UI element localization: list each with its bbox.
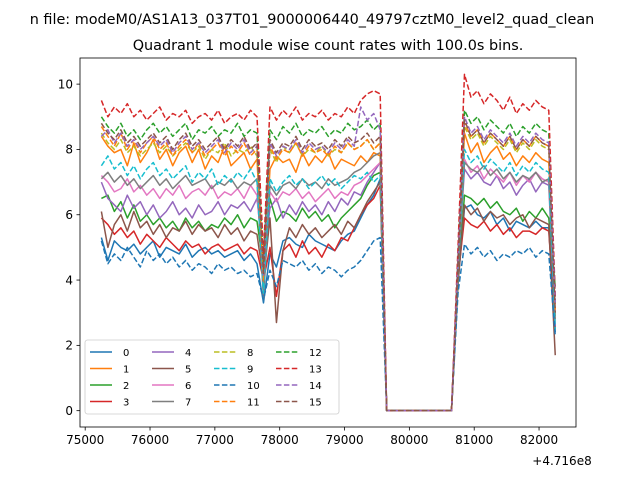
x-tick-label: 79000 bbox=[325, 433, 363, 447]
legend-label-10: 10 bbox=[247, 381, 260, 392]
legend-label-14: 14 bbox=[309, 381, 322, 392]
series-line-12 bbox=[100, 109, 556, 412]
legend-label-5: 5 bbox=[185, 365, 191, 376]
series-line-0 bbox=[100, 178, 556, 412]
series-line-13 bbox=[100, 73, 556, 412]
x-axis-offset-label: +4.716e8 bbox=[532, 454, 591, 468]
x-tick-label: 75000 bbox=[66, 433, 104, 447]
legend-box bbox=[84, 339, 340, 415]
y-tick-label: 8 bbox=[65, 143, 73, 157]
series-line-7 bbox=[100, 151, 556, 412]
x-axis: 75000 76000 77000 78000 79000 80000 81000 82000 bbox=[66, 427, 558, 447]
legend-label-13: 13 bbox=[309, 365, 322, 376]
figure-suptitle: n file: modeM0/AS1A13_037T01_9000006440_… bbox=[30, 12, 595, 28]
plot-area bbox=[79, 57, 577, 428]
series-line-4 bbox=[100, 161, 556, 412]
y-tick-label: 2 bbox=[65, 339, 73, 353]
x-tick-label: 78000 bbox=[261, 433, 299, 447]
y-tick-label: 6 bbox=[65, 208, 73, 222]
legend-label-6: 6 bbox=[185, 381, 191, 392]
legend-label-3: 3 bbox=[123, 398, 129, 409]
legend-label-8: 8 bbox=[247, 348, 253, 359]
legend-label-15: 15 bbox=[309, 398, 322, 409]
legend-label-4: 4 bbox=[185, 348, 191, 359]
x-tick-label: 81000 bbox=[455, 433, 493, 447]
series-line-2 bbox=[101, 171, 556, 412]
series-line-10 bbox=[100, 236, 556, 412]
y-tick-label: 4 bbox=[65, 273, 73, 287]
x-tick-label: 77000 bbox=[196, 433, 234, 447]
x-tick-label: 76000 bbox=[131, 433, 169, 447]
series-line-5 bbox=[100, 181, 556, 412]
series-line-3 bbox=[100, 184, 556, 412]
y-tick-label: 0 bbox=[65, 404, 73, 418]
series-line-15 bbox=[100, 119, 556, 412]
axes-frame bbox=[79, 57, 577, 428]
legend-label-7: 7 bbox=[185, 398, 191, 409]
series-line-9 bbox=[100, 148, 556, 412]
legend-label-2: 2 bbox=[123, 381, 129, 392]
chart-title: Quadrant 1 module wise count rates with … bbox=[133, 38, 524, 54]
y-tick-label: 10 bbox=[58, 77, 73, 91]
series-line-8 bbox=[100, 125, 556, 412]
legend-label-9: 9 bbox=[247, 365, 253, 376]
x-tick-label: 80000 bbox=[390, 433, 428, 447]
legend-label-0: 0 bbox=[123, 348, 129, 359]
x-tick-label: 82000 bbox=[520, 433, 558, 447]
series-line-14 bbox=[100, 106, 556, 412]
legend-label-11: 11 bbox=[247, 398, 260, 409]
y-axis: 0 2 4 6 8 10 bbox=[58, 77, 80, 418]
legend-label-1: 1 bbox=[123, 365, 129, 376]
legend-label-12: 12 bbox=[309, 348, 322, 359]
